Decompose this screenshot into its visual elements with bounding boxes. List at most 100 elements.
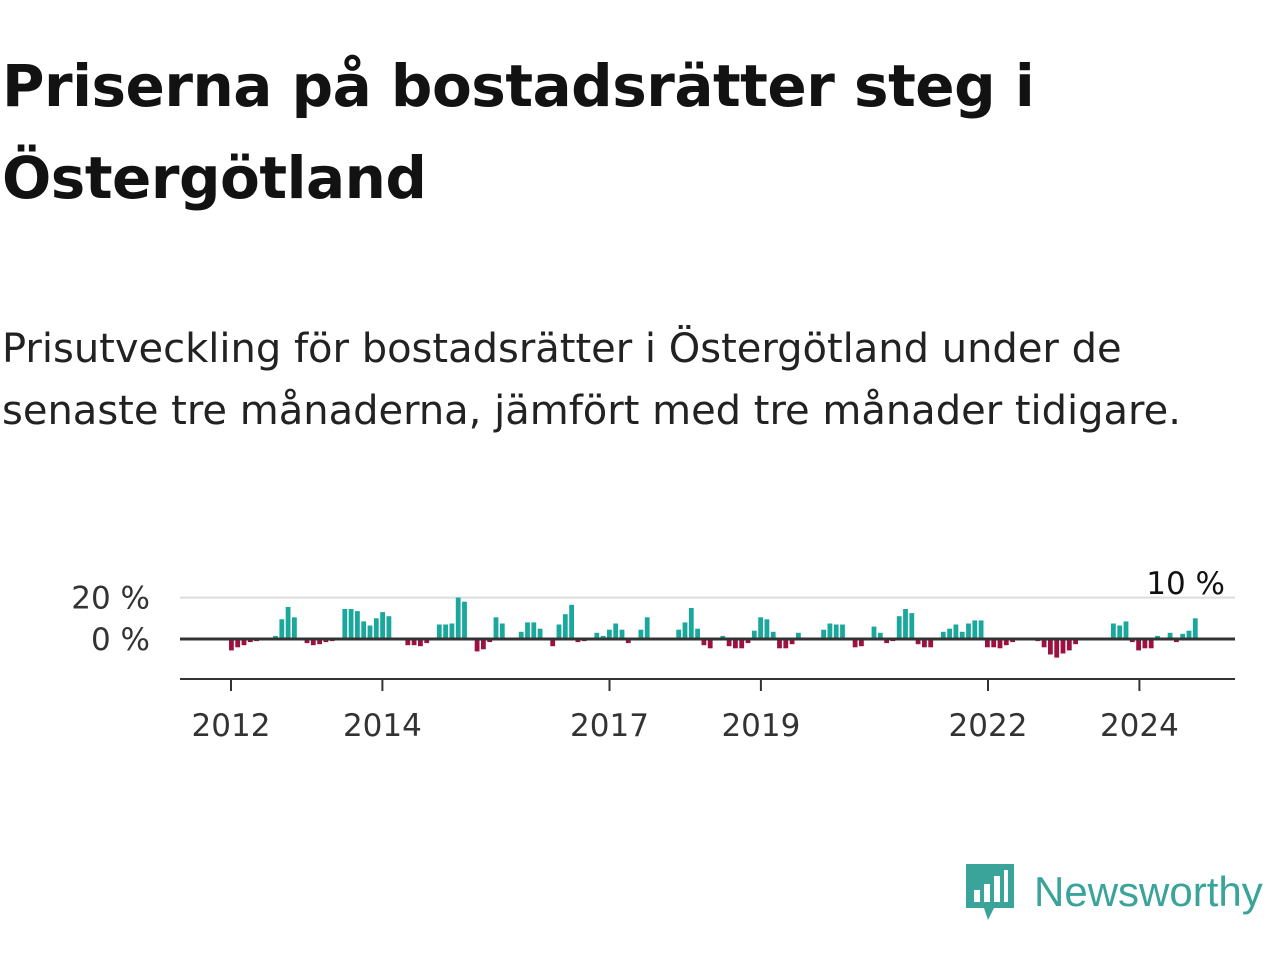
bar [695, 628, 700, 639]
bar [436, 624, 442, 639]
bar [1117, 625, 1123, 639]
bar [1180, 633, 1186, 639]
bar [569, 604, 574, 639]
bar [405, 639, 411, 646]
bar [386, 616, 392, 639]
bar [871, 626, 877, 639]
bar [1148, 639, 1154, 649]
bar [947, 628, 952, 639]
bar [323, 639, 329, 643]
bar [418, 639, 423, 647]
x-tick-label: 2022 [949, 708, 1028, 744]
bar [600, 635, 606, 639]
bar [462, 601, 467, 639]
bar [317, 639, 322, 645]
bar [455, 597, 461, 639]
bar [443, 624, 448, 639]
bar [499, 623, 505, 639]
bar [361, 621, 367, 639]
bar [940, 631, 946, 639]
bar [493, 617, 499, 639]
bar [972, 620, 978, 639]
bar-chart: 0 % 20 % 2012 2014 2017 2019 2022 2024 10 % [71, 566, 1235, 744]
bar [896, 616, 902, 639]
chart-subtitle: Prisutveckling för bostadsrätter i Öster… [2, 326, 1181, 434]
bar [682, 622, 688, 639]
bar [411, 639, 417, 646]
bar [304, 639, 310, 644]
bar [638, 629, 644, 639]
bar [348, 609, 354, 639]
bar [556, 624, 562, 639]
bar [707, 639, 713, 649]
bar [1142, 639, 1148, 649]
bar [739, 639, 745, 649]
bar [1048, 639, 1053, 655]
newsworthy-logo-text: Newsworthy [1034, 868, 1263, 915]
bar [1073, 639, 1078, 645]
bar [518, 631, 524, 639]
bar [241, 639, 247, 646]
bar [1041, 639, 1047, 648]
bar [859, 639, 864, 647]
bar [619, 629, 625, 639]
x-tick-label: 2012 [192, 708, 271, 744]
last-value-label: 10 % [1146, 566, 1225, 602]
bar [770, 631, 776, 639]
bar [1123, 621, 1129, 639]
bar [613, 623, 619, 639]
bar [884, 639, 889, 644]
bar [1111, 623, 1116, 639]
x-tick-label: 2017 [570, 708, 649, 744]
bar [373, 618, 379, 639]
x-tick-label: 2024 [1100, 708, 1179, 744]
bar [1054, 639, 1060, 658]
bar [1003, 639, 1009, 646]
bar [487, 639, 493, 643]
chart-title: Priserna på bostadsrätter steg i Östergö… [2, 52, 1035, 212]
y-tick-label: 0 % [91, 622, 150, 658]
x-tick-label: 2019 [721, 708, 800, 744]
bar [840, 624, 845, 639]
y-ticks: 0 % 20 % [71, 581, 150, 658]
bar [764, 619, 770, 639]
bar [688, 608, 694, 639]
bar [991, 639, 997, 648]
bar [985, 639, 990, 648]
bar [537, 628, 543, 639]
bar [1010, 639, 1015, 643]
x-tick-label: 2014 [343, 708, 422, 744]
bar [310, 639, 316, 646]
bar [449, 623, 455, 639]
bar [607, 629, 612, 639]
bar [594, 632, 600, 639]
bar [903, 609, 908, 639]
bar [758, 617, 763, 639]
bar [247, 639, 253, 643]
bar [1060, 639, 1066, 654]
bar [292, 617, 297, 639]
bar [644, 617, 650, 639]
bars-group [229, 597, 1198, 658]
bar [525, 622, 530, 639]
bar [279, 619, 285, 639]
bar [997, 639, 1003, 649]
bar [481, 639, 486, 650]
bar [915, 639, 921, 645]
bar [273, 635, 278, 639]
bar [625, 639, 631, 644]
bar [380, 612, 385, 639]
bar [909, 613, 915, 639]
bar [285, 606, 291, 639]
bar [978, 620, 984, 639]
bar [342, 609, 348, 639]
bar [235, 639, 241, 648]
bar [676, 629, 682, 639]
bar [474, 639, 480, 652]
bar [928, 639, 934, 648]
bar [959, 631, 965, 639]
bar [821, 629, 826, 639]
newsworthy-logo-icon [966, 864, 1014, 920]
bar [1174, 639, 1179, 643]
bar [367, 625, 373, 639]
